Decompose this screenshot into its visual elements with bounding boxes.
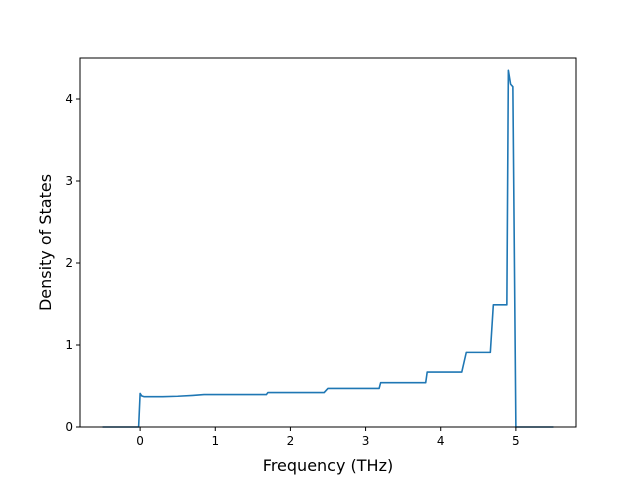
x-tick-label: 1 — [211, 434, 219, 448]
x-tick-label: 0 — [136, 434, 144, 448]
x-axis: 0 1 2 3 4 5 — [136, 427, 520, 448]
x-tick-label: 4 — [437, 434, 445, 448]
y-axis: 0 1 2 3 4 — [65, 92, 80, 434]
x-tick-label: 2 — [287, 434, 295, 448]
y-tick-label: 0 — [65, 420, 73, 434]
y-tick-label: 4 — [65, 92, 73, 106]
x-axis-label: Frequency (THz) — [263, 456, 393, 475]
plot-area — [102, 69, 554, 428]
y-tick-label: 3 — [65, 174, 73, 188]
y-axis-label: Density of States — [36, 174, 55, 311]
x-tick-label: 5 — [512, 434, 520, 448]
y-tick-label: 1 — [65, 338, 73, 352]
x-tick-label: 3 — [362, 434, 370, 448]
y-tick-label: 2 — [65, 256, 73, 270]
dos-series-line-0 — [102, 69, 554, 428]
axes-frame — [79, 57, 577, 428]
